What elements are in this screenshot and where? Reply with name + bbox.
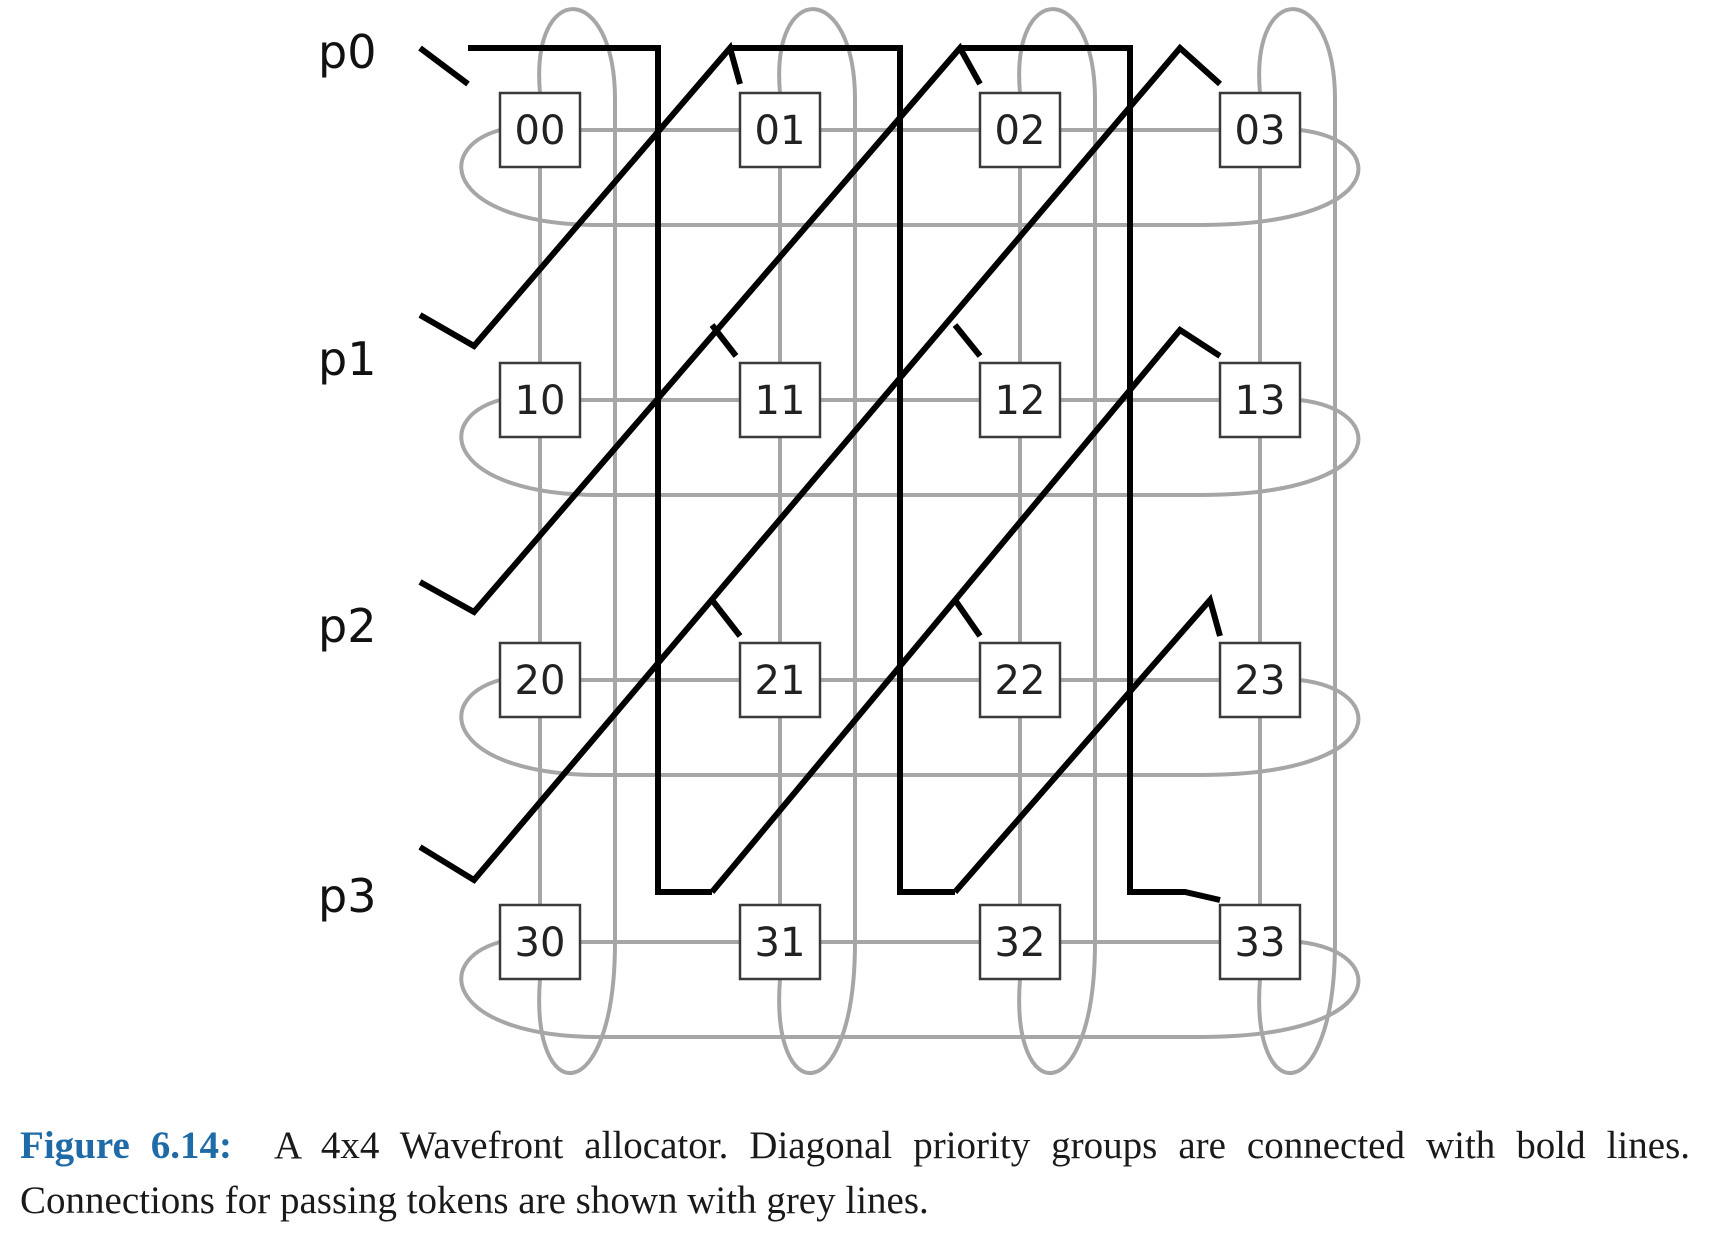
port-label-p0: p0 — [318, 25, 376, 79]
priority-wire-7 — [709, 326, 1222, 894]
row-wrap-loop-2 — [459, 678, 1361, 777]
allocator-cell: 33 — [1218, 903, 1302, 981]
priority-wire-1 — [468, 45, 712, 895]
cell-box — [1218, 641, 1302, 719]
cell-label: 10 — [515, 378, 566, 424]
cell-label: 23 — [1235, 658, 1286, 704]
allocator-cell: 02 — [978, 91, 1062, 169]
priority-wire-11 — [709, 598, 743, 638]
allocator-cell: 22 — [978, 641, 1062, 719]
priority-group-connections — [418, 41, 1223, 903]
allocator-cell: 11 — [738, 361, 822, 439]
cell-label: 22 — [995, 658, 1046, 704]
cell-box — [978, 91, 1062, 169]
cell-box — [978, 641, 1062, 719]
row-wrap-loop-0 — [459, 128, 1361, 227]
cell-box — [738, 903, 822, 981]
port-label-p2: p2 — [318, 599, 376, 653]
allocator-cell: 01 — [738, 91, 822, 169]
cell-box — [738, 641, 822, 719]
col-wrap-loop-1 — [777, 7, 857, 1075]
allocator-cell: 12 — [978, 361, 1062, 439]
col-wrap-loop-3 — [1257, 7, 1337, 1075]
cell-box — [738, 361, 822, 439]
caption-label: Figure 6.14: — [20, 1124, 232, 1167]
priority-wire-12 — [952, 598, 983, 638]
allocator-cell: 23 — [1218, 641, 1302, 719]
cell-box — [738, 91, 822, 169]
cell-label: 00 — [515, 108, 566, 154]
cell-label: 33 — [1235, 920, 1286, 966]
cell-box — [1218, 361, 1302, 439]
col-wrap-loop-2 — [1017, 7, 1097, 1075]
cell-box — [498, 641, 582, 719]
row-wrap-loop-1 — [459, 398, 1361, 497]
allocator-cell: 03 — [1218, 91, 1302, 169]
priority-wire-9 — [709, 323, 739, 358]
cell-box — [498, 91, 582, 169]
cell-box — [1218, 903, 1302, 981]
port-labels: p0 p1 p2 p3 — [318, 25, 376, 923]
cell-label: 32 — [995, 920, 1046, 966]
allocator-cell: 20 — [498, 641, 582, 719]
row-wrap-loop-3 — [459, 940, 1361, 1039]
allocator-cell: 31 — [738, 903, 822, 981]
allocator-cells: 00 01 02 03 10 11 12 13 20 21 22 23 30 31 32 33 — [498, 91, 1302, 981]
cell-label: 02 — [995, 108, 1046, 154]
port-label-p1: p1 — [318, 332, 376, 386]
col-wrap-loop-0 — [537, 7, 617, 1075]
cell-label: 13 — [1235, 378, 1286, 424]
caption-text: A 4x4 Wavefront allocator. Diagonal prio… — [20, 1124, 1690, 1222]
priority-wire-0 — [418, 45, 470, 87]
cell-label: 01 — [755, 108, 806, 154]
cell-label: 20 — [515, 658, 566, 704]
allocator-cell: 10 — [498, 361, 582, 439]
cell-label: 31 — [755, 920, 806, 966]
allocator-cell: 13 — [1218, 361, 1302, 439]
allocator-cell: 21 — [738, 641, 822, 719]
port-label-p3: p3 — [318, 869, 376, 923]
cell-box — [978, 903, 1062, 981]
cell-label: 21 — [755, 658, 806, 704]
allocator-cell: 00 — [498, 91, 582, 169]
priority-wire-10 — [952, 323, 983, 358]
priority-wire-4 — [418, 41, 743, 350]
allocator-cell: 30 — [498, 903, 582, 981]
priority-wire-2 — [730, 45, 955, 895]
cell-box — [978, 361, 1062, 439]
cell-label: 11 — [755, 378, 806, 424]
figure-caption: Figure 6.14: A 4x4 Wavefront allocator. … — [20, 1118, 1690, 1228]
priority-wire-8 — [952, 593, 1223, 894]
allocator-cell: 32 — [978, 903, 1062, 981]
cell-box — [498, 903, 582, 981]
cell-box — [498, 361, 582, 439]
cell-box — [1218, 91, 1302, 169]
cell-label: 30 — [515, 920, 566, 966]
cell-label: 03 — [1235, 108, 1286, 154]
cell-label: 12 — [995, 378, 1046, 424]
priority-wire-6 — [418, 43, 1223, 884]
priority-wire-3 — [960, 45, 1221, 903]
